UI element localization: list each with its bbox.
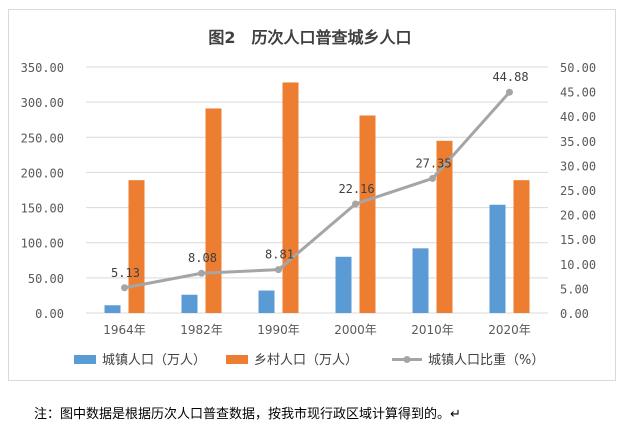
- x-tick-label: 2000年: [334, 323, 377, 337]
- urbanization-point: [352, 200, 359, 208]
- right-tick-label: 10.00: [560, 258, 596, 272]
- right-tick-label: 5.00: [560, 282, 589, 296]
- left-tick-label: 100.00: [21, 237, 64, 251]
- data-label: 8.81: [265, 248, 294, 262]
- right-tick-label: 15.00: [560, 233, 596, 247]
- chart-title: 图2 历次人口普查城乡人口: [208, 28, 411, 47]
- data-label: 8.08: [188, 251, 217, 265]
- data-label: 27.35: [415, 156, 451, 170]
- footnote: 注：图中数据是根据历次人口普查数据，按我市现行政区域计算得到的。↵: [34, 407, 461, 422]
- x-tick-label: 2010年: [411, 323, 454, 337]
- right-tick-label: 0.00: [560, 307, 589, 321]
- right-tick-label: 25.00: [560, 184, 596, 198]
- legend-label: 城镇人口比重（%）: [428, 352, 544, 368]
- legend-swatch: [74, 355, 96, 364]
- right-tick-label: 45.00: [560, 86, 596, 100]
- data-label: 44.88: [492, 70, 528, 84]
- rural-population-bar: [205, 108, 222, 314]
- urbanization-point: [198, 269, 205, 277]
- left-tick-label: 350.00: [21, 61, 64, 75]
- rural-population-bar: [282, 82, 299, 313]
- urban-population-bar: [412, 248, 429, 313]
- urban-population-bar: [335, 256, 352, 313]
- legend-swatch: [226, 355, 248, 364]
- x-tick-label: 1990年: [257, 323, 300, 337]
- urban-population-bar: [258, 290, 275, 313]
- left-tick-label: 300.00: [21, 96, 64, 110]
- left-tick-label: 250.00: [21, 131, 64, 145]
- x-tick-label: 1982年: [180, 323, 223, 337]
- legend-label: 城镇人口（万人）: [102, 353, 206, 368]
- legend-label: 乡村人口（万人）: [254, 353, 358, 368]
- left-tick-label: 200.00: [21, 166, 64, 180]
- urbanization-point: [506, 88, 513, 96]
- left-tick-label: 50.00: [28, 272, 64, 286]
- right-tick-label: 50.00: [560, 61, 596, 75]
- urbanization-point: [275, 266, 282, 274]
- right-tick-label: 30.00: [560, 159, 596, 173]
- urbanization-line: [124, 91, 511, 290]
- urban-population-bar: [181, 294, 198, 313]
- rural-population-bar: [128, 180, 145, 313]
- legend-swatch-marker: [403, 356, 411, 363]
- urbanization-point: [429, 174, 436, 182]
- rural-population-bar: [513, 180, 530, 313]
- right-tick-label: 35.00: [560, 135, 596, 149]
- urbanization-point: [121, 284, 128, 292]
- urban-population-bar: [489, 204, 506, 313]
- right-tick-label: 20.00: [560, 209, 596, 223]
- rural-population-bar: [359, 115, 376, 313]
- data-label: 22.16: [338, 182, 374, 196]
- right-tick-label: 40.00: [560, 110, 596, 124]
- x-tick-label: 2020年: [488, 323, 531, 337]
- left-tick-label: 0.00: [35, 307, 64, 321]
- data-label: 5.13: [111, 266, 140, 280]
- x-tick-label: 1964年: [103, 323, 146, 337]
- rural-population-bar: [436, 140, 453, 313]
- urban-population-bar: [104, 305, 121, 313]
- left-tick-label: 150.00: [21, 202, 64, 216]
